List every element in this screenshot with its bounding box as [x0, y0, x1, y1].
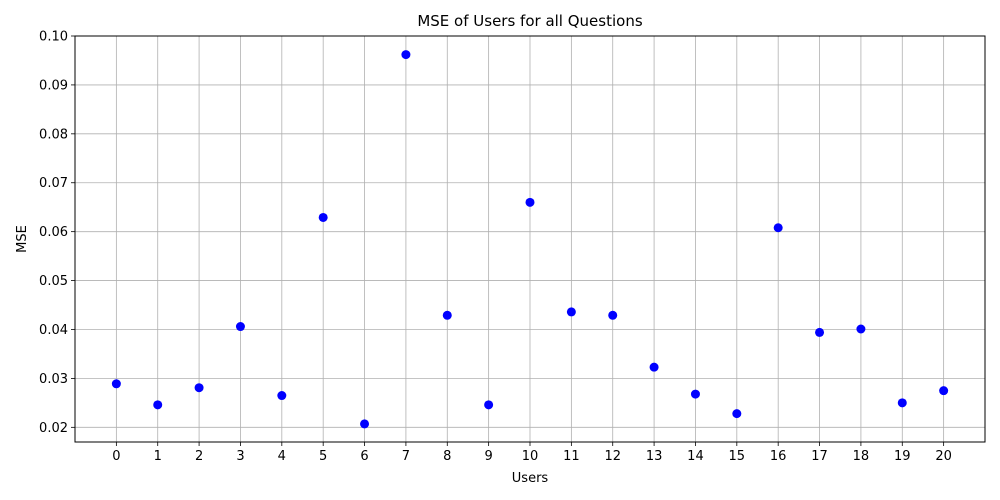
x-tick-label: 14: [687, 449, 704, 464]
x-tick-label: 11: [563, 449, 580, 464]
x-tick-label: 17: [811, 449, 828, 464]
x-tick-label: 3: [236, 449, 244, 464]
data-points: [111, 50, 949, 429]
chart-title: MSE of Users for all Questions: [417, 12, 642, 30]
x-tick-label: 8: [443, 449, 451, 464]
data-point: [153, 400, 163, 410]
y-tick-label: 0.08: [39, 127, 68, 142]
x-tick-label: 13: [646, 449, 663, 464]
x-tick-label: 15: [729, 449, 746, 464]
data-point: [235, 322, 245, 332]
x-tick-label: 7: [402, 449, 410, 464]
x-tick-label: 12: [604, 449, 621, 464]
data-point: [897, 398, 907, 408]
data-point: [649, 362, 659, 372]
data-point: [525, 197, 535, 207]
data-point: [194, 383, 204, 393]
y-tick-label: 0.09: [39, 78, 68, 93]
data-point: [732, 409, 742, 419]
x-tick-label: 20: [935, 449, 952, 464]
data-point: [608, 310, 618, 320]
x-tick-label: 10: [522, 449, 539, 464]
y-axis: 0.02 0.03 0.04 0.05 0.06 0.07 0.08 0.09 0.10: [39, 30, 75, 436]
data-point: [442, 310, 452, 320]
data-point: [939, 386, 949, 396]
x-tick-label: 19: [894, 449, 911, 464]
x-tick-label: 2: [195, 449, 203, 464]
x-tick-label: 18: [853, 449, 870, 464]
x-tick-label: 4: [278, 449, 286, 464]
data-point: [401, 50, 411, 60]
y-tick-label: 0.03: [39, 372, 68, 387]
x-tick-label: 9: [484, 449, 492, 464]
x-tick-label: 16: [770, 449, 787, 464]
y-tick-label: 0.04: [39, 323, 68, 338]
x-tick-label: 1: [154, 449, 162, 464]
data-point: [318, 212, 328, 222]
data-point: [856, 324, 866, 334]
x-axis-title: Users: [512, 471, 549, 486]
data-point: [111, 379, 121, 389]
y-tick-label: 0.07: [39, 176, 68, 191]
data-point: [815, 327, 825, 337]
y-tick-label: 0.02: [39, 421, 68, 436]
data-point: [484, 400, 494, 410]
x-tick-label: 0: [112, 449, 120, 464]
data-point: [773, 223, 783, 233]
x-axis: 0 1 2 3 4 5 6 7 8 9 10 11 12 13 14 15 16 17 18 19 20: [112, 442, 952, 464]
data-point: [566, 307, 576, 317]
x-tick-label: 5: [319, 449, 327, 464]
x-grid: [115, 36, 945, 442]
x-tick-label: 6: [360, 449, 368, 464]
y-tick-label: 0.06: [39, 225, 68, 240]
data-point: [690, 389, 700, 399]
data-point: [277, 391, 287, 401]
data-point: [360, 419, 370, 429]
y-tick-label: 0.10: [39, 30, 68, 45]
y-axis-title: MSE: [15, 225, 30, 253]
y-tick-label: 0.05: [39, 274, 68, 289]
